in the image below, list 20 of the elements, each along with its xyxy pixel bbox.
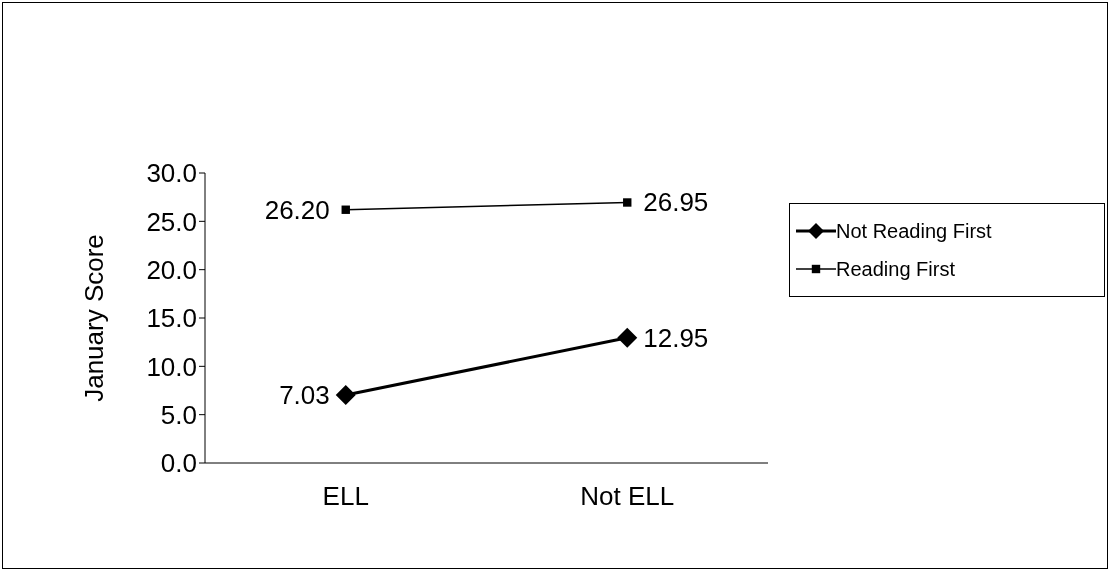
data-label: 12.95 bbox=[643, 322, 709, 353]
point bbox=[341, 205, 350, 214]
point bbox=[335, 385, 356, 406]
point bbox=[623, 198, 632, 207]
y-tick-label: 30.0 bbox=[146, 158, 197, 189]
y-axis-title: January Score bbox=[79, 234, 110, 402]
data-label: 7.03 bbox=[279, 380, 330, 411]
point bbox=[617, 327, 638, 348]
data-label: 26.95 bbox=[643, 187, 709, 218]
x-tick-label: Not ELL bbox=[580, 481, 675, 512]
y-tick-label: 10.0 bbox=[146, 351, 197, 382]
y-tick-label: 25.0 bbox=[146, 206, 197, 237]
legend-label: Reading First bbox=[836, 257, 955, 281]
legend-label: Not Reading First bbox=[836, 219, 992, 243]
data-label: 26.20 bbox=[264, 194, 330, 225]
y-tick-label: 5.0 bbox=[160, 399, 197, 430]
x-tick-label: ELL bbox=[322, 481, 369, 512]
y-tick-label: 20.0 bbox=[146, 254, 197, 285]
y-tick-label: 15.0 bbox=[146, 303, 197, 334]
y-tick-label: 0.0 bbox=[160, 448, 197, 479]
